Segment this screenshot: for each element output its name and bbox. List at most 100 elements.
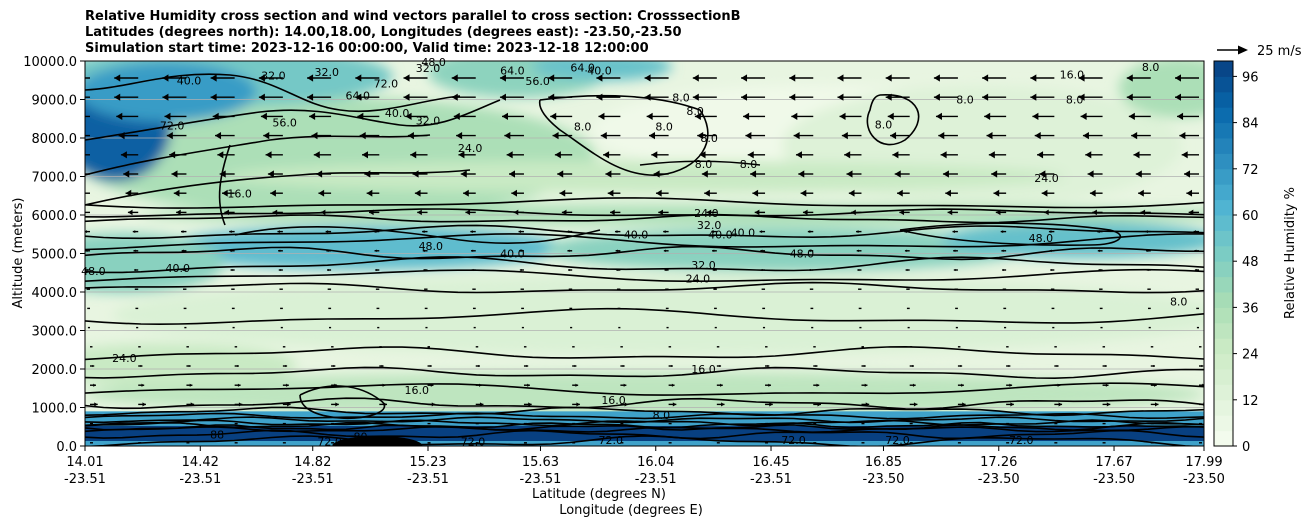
wind-vector-head xyxy=(224,209,229,216)
wind-vector-head xyxy=(458,151,465,159)
wind-vector-head xyxy=(1201,364,1204,368)
wind-vector-head xyxy=(576,402,580,407)
colorbar-tick-label: 48 xyxy=(1242,255,1259,270)
contour-loop-5 xyxy=(538,94,709,176)
colorbar-swatch xyxy=(1214,353,1233,370)
wind-vector-head xyxy=(953,249,956,253)
wind-vector-head xyxy=(993,189,1000,197)
x-tick-label-lon: -23.51 xyxy=(520,472,562,487)
wind-vector-head xyxy=(1085,151,1092,159)
contour-label-31: 32.0 xyxy=(697,219,722,232)
contour-label-32: 40.0 xyxy=(708,228,733,241)
wind-vector-head xyxy=(837,93,844,101)
wind-vector-head xyxy=(912,364,914,368)
contour-line-14 xyxy=(85,406,1204,417)
wind-vector-head xyxy=(663,230,666,234)
wind-vector-head xyxy=(815,364,818,368)
y-tick-label: 2000.0 xyxy=(32,363,78,378)
wind-vector-head xyxy=(574,364,577,368)
wind-vector-head xyxy=(470,249,474,253)
wind-vector-head xyxy=(287,402,291,407)
wind-vector-head xyxy=(405,112,412,120)
wind-vector-head xyxy=(357,112,364,120)
x-tick-label-lat: 14.42 xyxy=(182,455,219,470)
wind-vector-head xyxy=(663,249,666,253)
wind-vector-head xyxy=(807,230,811,234)
wind-vector-head xyxy=(1032,112,1039,120)
colorbar-swatch xyxy=(1214,245,1233,262)
colorbar-swatch xyxy=(1214,199,1233,216)
contour-label-0: 40.0 xyxy=(177,74,202,87)
wind-vector-head xyxy=(1058,402,1063,407)
wind-vector-head xyxy=(140,364,143,368)
wind-vector-head xyxy=(1184,170,1191,178)
wind-vector-head xyxy=(651,151,658,159)
wind-vector-head xyxy=(1002,268,1004,272)
wind-vector-head xyxy=(375,268,378,272)
x-tick-label-lon: -23.51 xyxy=(635,472,677,487)
contour-line-8 xyxy=(85,281,1204,294)
contour-label-52: 72.0 xyxy=(885,434,910,447)
wind-vector-head xyxy=(77,190,83,197)
wind-vector-head xyxy=(528,402,532,407)
wind-vector-head xyxy=(285,364,288,368)
contour-lines xyxy=(85,73,1204,446)
wind-vector-head xyxy=(1089,189,1096,197)
wind-vector-head xyxy=(760,249,763,253)
contour-label-54: 72.0 xyxy=(317,435,342,448)
wind-vector-head xyxy=(1146,268,1149,272)
contour-line-17 xyxy=(85,419,1204,427)
x-tick-label-lat: 16.85 xyxy=(865,455,902,470)
wind-vector-head xyxy=(816,383,820,387)
wind-vector-head xyxy=(93,383,96,387)
wind-vector-head xyxy=(430,383,434,387)
wind-vector-head xyxy=(132,230,136,234)
contour-label-11: 64.0 xyxy=(500,65,525,78)
wind-vector-head xyxy=(616,268,619,272)
wind-vector-head xyxy=(962,402,966,407)
wind-vector-head xyxy=(940,151,947,159)
wind-vector-head xyxy=(334,383,338,387)
colorbar: 0 12 24 36 48 60 72 84 96 xyxy=(1213,60,1259,455)
colorbar-tick-label: 60 xyxy=(1242,209,1259,224)
wind-vector-head xyxy=(506,151,513,159)
wind-vector-head xyxy=(403,93,410,101)
wind-vector-head xyxy=(899,209,905,216)
wind-vector-head xyxy=(904,230,907,234)
contour-label-51: 72.0 xyxy=(781,434,806,447)
contour-label-56: 80 xyxy=(354,430,368,443)
wind-vector-head xyxy=(1179,132,1186,140)
wind-vector-head xyxy=(1131,132,1138,140)
x-tick-label-lat: 14.01 xyxy=(66,455,103,470)
wind-vector-head xyxy=(1135,170,1142,178)
wind-vector-head xyxy=(519,268,522,272)
wind-vector-head xyxy=(701,170,708,178)
wind-vector-head xyxy=(623,383,627,387)
wind-vector-head xyxy=(596,74,603,82)
wind-vector-head xyxy=(125,189,132,197)
wind-vector-head xyxy=(272,209,278,216)
wind-vector-head xyxy=(1194,268,1197,272)
x-axis-label-lat: Latitude (degrees N) xyxy=(532,487,666,502)
colorbar-tick-label: 36 xyxy=(1242,301,1259,316)
wind-vector-head xyxy=(961,383,964,387)
wind-vector-head xyxy=(326,249,329,253)
chart-title-line-2: Latitudes (degrees north): 14.00,18.00, … xyxy=(85,25,682,40)
wind-vector-head xyxy=(189,383,193,387)
contour-label-53: 72.0 xyxy=(1009,434,1034,447)
colorbar-swatch xyxy=(1214,399,1233,416)
wind-vector-head xyxy=(1105,383,1109,387)
wind-vector-head xyxy=(460,170,467,178)
wind-vector-head xyxy=(120,151,127,159)
wind-vector-head xyxy=(904,249,908,253)
hum-cell-5km-left xyxy=(163,225,564,270)
contour-label-40: 48.0 xyxy=(81,265,106,278)
wind-vector-head xyxy=(116,112,123,120)
wind-vector-head xyxy=(210,74,217,82)
wind-vector-head xyxy=(769,402,773,407)
contour-label-6: 72.0 xyxy=(160,120,185,133)
wind-vector-head xyxy=(719,364,722,368)
wind-vector-head xyxy=(1010,402,1014,407)
wind-vector-head xyxy=(326,268,329,272)
wind-vector-head xyxy=(841,132,848,140)
